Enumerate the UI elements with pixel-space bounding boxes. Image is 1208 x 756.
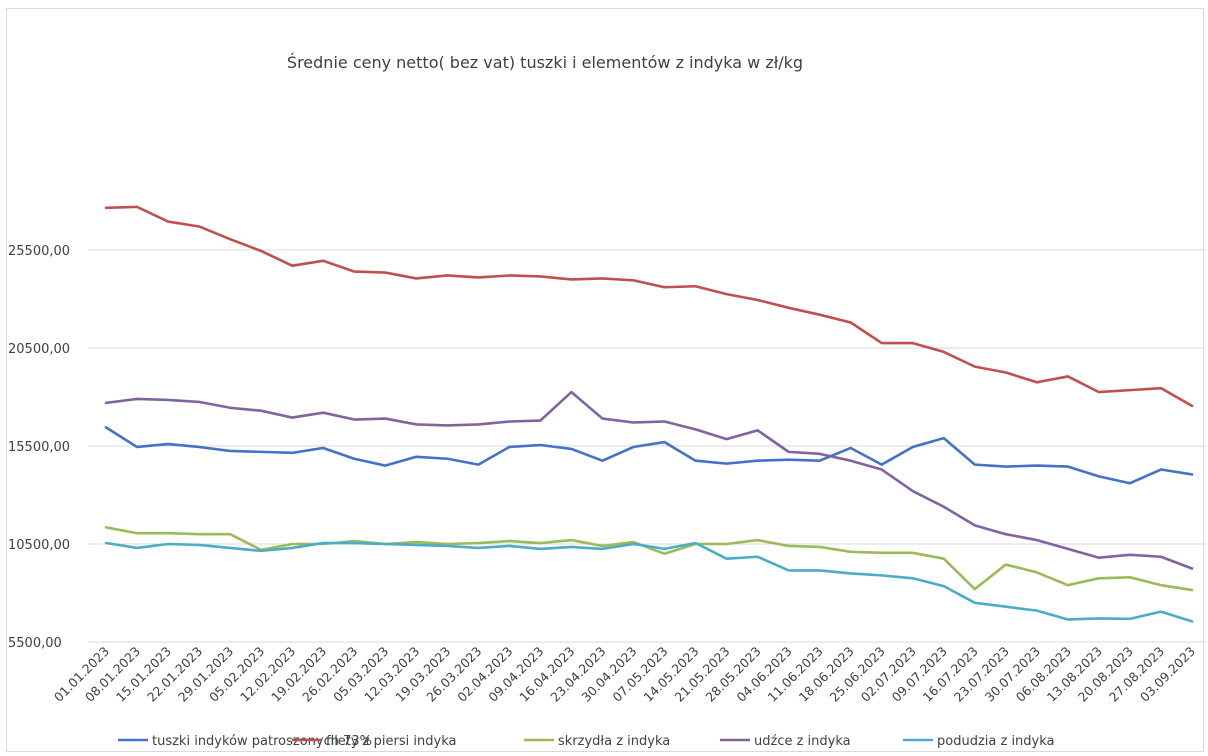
y-tick-label: 10500,00 [8, 538, 70, 553]
series-lines [104, 205, 1194, 623]
y-tick-label: 5500,00 [8, 636, 62, 651]
x-axis-ticks: 01.01.202308.01.202315.01.202322.01.2023… [51, 644, 1198, 705]
y-axis-ticks: 25500,00 20500,00 15500,00 10500,00 5500,00 [8, 244, 70, 651]
legend-label: tuszki indyków patroszonych 73% [152, 734, 372, 749]
series-line [104, 526, 1194, 592]
series-line [104, 390, 1194, 570]
chart-frame [6, 8, 1204, 752]
legend: tuszki indyków patroszonych 73%filety z … [118, 734, 1055, 749]
y-tick-label: 20500,00 [8, 342, 70, 357]
legend-label: filety z piersi indyka [326, 734, 456, 749]
series-line [104, 541, 1194, 623]
y-tick-label: 25500,00 [8, 244, 70, 259]
chart-title: Średnie ceny netto( bez vat) tuszki i el… [287, 53, 803, 72]
y-tick-label: 15500,00 [8, 440, 70, 455]
legend-label: skrzydła z indyka [558, 734, 670, 749]
series-line [104, 426, 1194, 485]
gridlines [88, 249, 1206, 643]
legend-label: udźce z indyka [754, 734, 851, 749]
legend-label: podudzia z indyka [937, 734, 1055, 749]
series-line [104, 205, 1194, 408]
